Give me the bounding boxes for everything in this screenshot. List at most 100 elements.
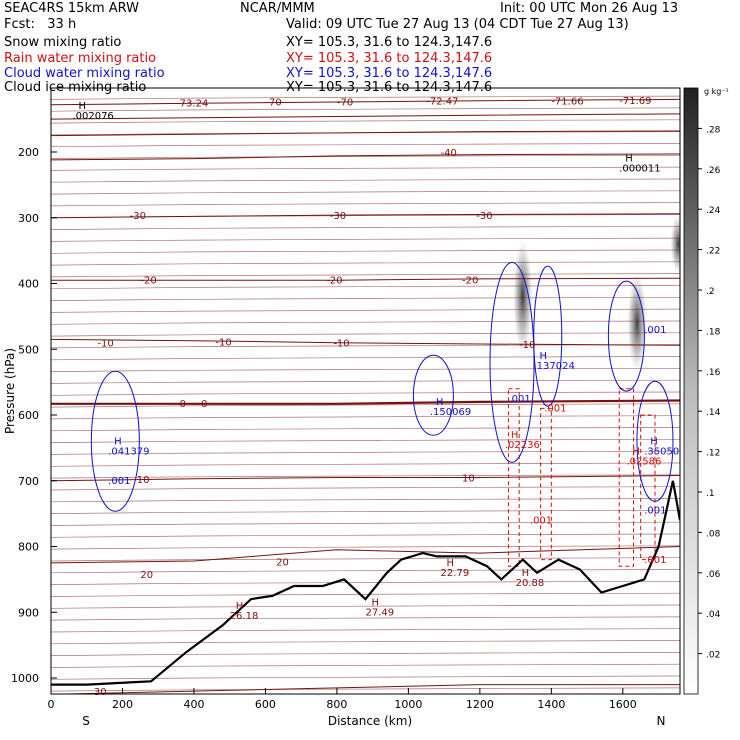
x-tick-label: 1600: [609, 698, 637, 711]
colorbar-tick-label: .24: [706, 206, 721, 216]
temperature-label: 0: [201, 399, 207, 410]
colorbar-units: g kg⁻¹: [704, 87, 729, 96]
temperature-label: -70: [265, 97, 281, 108]
temperature-contour-minor: [51, 202, 680, 207]
temperature-contour-minor: [51, 344, 680, 349]
temperature-contour-minor: [51, 119, 680, 124]
temperature-contour-minor: [51, 486, 680, 491]
maximum-marker: H: [650, 436, 658, 447]
maximum-marker: H: [372, 598, 380, 609]
temperature-contour-minor: [51, 285, 680, 290]
temperature-label: -73.24: [176, 99, 208, 110]
maximum-marker: H: [625, 154, 633, 165]
maximum-label: .002076: [72, 111, 113, 122]
temperature-contour-minor: [51, 273, 680, 278]
x-tick-label: 600: [255, 698, 276, 711]
temperature-label: 30: [94, 687, 107, 698]
x-tick-label: 400: [183, 698, 204, 711]
temperature-contour-minor: [51, 663, 680, 668]
maximum-label: .02236: [505, 440, 540, 451]
maximum-label: 27.49: [366, 608, 395, 619]
maximum-label: .02586: [626, 456, 661, 467]
temperature-label: 10: [137, 475, 150, 486]
x-tick-label: 0: [48, 698, 55, 711]
maximum-marker: H: [447, 558, 455, 569]
temperature-contour: [51, 153, 680, 161]
temperature-label: -30: [130, 211, 146, 222]
temperature-contour-minor: [51, 190, 680, 195]
rain-contour: [640, 414, 656, 561]
temperature-contour-minor: [51, 214, 680, 219]
rain-contour: [618, 388, 635, 567]
temperature-contour-minor: [51, 521, 680, 526]
maximum-marker: H: [539, 351, 547, 362]
temperature-contour-minor: [51, 557, 680, 562]
temperature-contour-minor: [51, 154, 680, 159]
plot-frame: [50, 87, 681, 695]
temperature-label: 20: [140, 570, 153, 581]
temperature-label: -30: [476, 211, 492, 222]
temperature-contour-minor: [51, 379, 680, 384]
field-rain-label: Rain water mixing ratio: [4, 51, 157, 66]
x-tick-label: 200: [112, 698, 133, 711]
temperature-contour-minor: [51, 509, 680, 514]
temperature-label: -70: [337, 97, 353, 108]
temperature-contour-minor: [51, 356, 680, 361]
temperature-contour-minor: [51, 498, 680, 503]
temperature-contour-minor: [51, 533, 680, 538]
temperature-contour: [51, 338, 680, 346]
maximum-marker: H: [522, 568, 530, 579]
temperature-label: -30: [330, 211, 346, 222]
temperature-contour: [51, 98, 680, 106]
temperature-contour-minor: [51, 237, 680, 242]
maximum-label: 20.88: [516, 578, 545, 589]
maximum-label: .150069: [430, 407, 471, 418]
colorbar-tick-label: .26: [706, 166, 721, 176]
x-tick-label: 1000: [394, 698, 422, 711]
field-rain-xy: XY= 105.3, 31.6 to 124.3,147.6: [286, 51, 493, 66]
temperature-contour: [51, 277, 680, 281]
rain-contour: [540, 407, 552, 561]
maximum-marker: H: [632, 446, 640, 457]
temperature-contour-minor: [51, 296, 680, 301]
temperature-contour-minor: [51, 320, 680, 325]
temperature-label: -10: [97, 339, 113, 350]
maximum-label: .35050: [644, 446, 679, 457]
y-axis-label: Pressure (hPa): [3, 348, 17, 434]
snow-shading: [627, 272, 648, 373]
temperature-label: 10: [462, 473, 475, 484]
temperature-contour-minor: [51, 604, 680, 609]
temperature-contour-minor: [51, 580, 680, 585]
maximum-marker: H: [114, 436, 122, 447]
x-endpoint-right: N: [657, 714, 666, 728]
temperature-contour: [51, 113, 680, 120]
y-tick-label: 700: [18, 475, 39, 488]
colorbar-tick-label: .28: [706, 125, 721, 135]
temperature-label: -71.69: [619, 96, 651, 107]
center-label: NCAR/MMM: [240, 1, 315, 16]
temperature-label: 0: [180, 399, 186, 410]
y-tick-label: 500: [18, 343, 39, 356]
y-tick-label: 600: [18, 409, 39, 422]
temperature-label: -71.66: [551, 97, 583, 108]
y-tick-label: 300: [18, 212, 39, 225]
maximum-label: .001: [644, 506, 666, 517]
colorbar-tick-label: .04: [706, 610, 721, 620]
temperature-contour-minor: [51, 616, 680, 621]
temperature-contour-minor: [51, 569, 680, 574]
temperature-contour-minor: [51, 391, 680, 396]
y-tick-label: 1000: [11, 672, 39, 685]
colorbar-tick-label: .12: [706, 449, 720, 459]
colorbar-tick-label: .02: [706, 651, 720, 661]
x-tick-label: 1400: [537, 698, 565, 711]
maximum-label: .001: [544, 404, 566, 415]
temperature-contour-minor: [51, 592, 680, 597]
colorbar-tick-label: .18: [706, 327, 721, 337]
temperature-contour-minor: [51, 628, 680, 633]
temperature-label: 20: [276, 558, 289, 569]
temperature-contour-minor: [51, 640, 680, 645]
temperature-contour: [51, 546, 680, 564]
temperature-contour-minor: [51, 415, 680, 420]
y-tick-label: 200: [18, 146, 39, 159]
